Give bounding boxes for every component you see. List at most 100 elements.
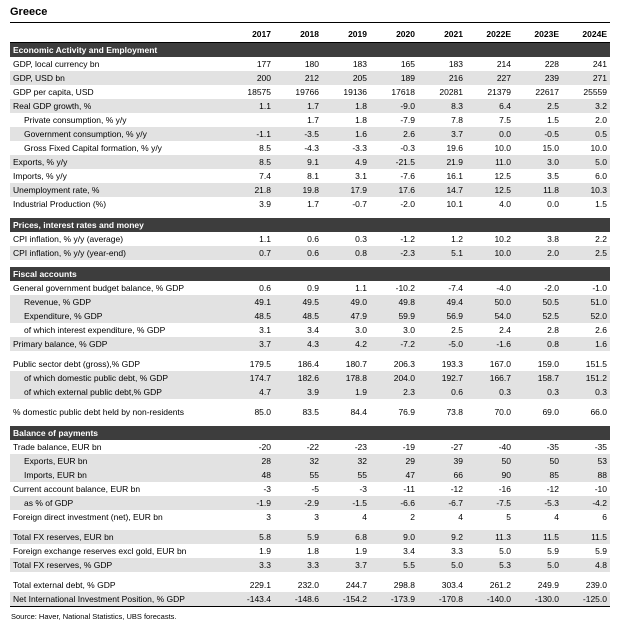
cell-value: 5.9 [307, 532, 319, 542]
cell-value: 4 [458, 512, 463, 522]
cell-value: 0.8 [547, 339, 559, 349]
cell-value: 18575 [247, 87, 271, 97]
cell-value: 11.5 [591, 532, 607, 542]
table-row: as % of GDP -1.9 -2.9 -1.5 -6.6 -6.7 -7.5 -5.3 -… [10, 496, 610, 510]
cell-value: 167.0 [489, 359, 511, 369]
table-row: Imports, % y/y 7.4 8.1 3.1 -7.6 16.1 12.5 3.5 6.… [10, 169, 610, 183]
cell-value: 249.9 [537, 580, 559, 590]
column-header-2018: 2018 [300, 29, 319, 39]
cell-value: -2.0 [544, 283, 559, 293]
table-row: Private consumption, % y/y 1.7 1.8 -7.9 7.8 7… [10, 113, 610, 127]
cell-value: 5.0 [547, 560, 559, 570]
cell-value: 54.0 [494, 311, 511, 321]
cell-value: 59.9 [398, 311, 415, 321]
cell-value: 70.0 [494, 407, 511, 417]
cell-value: 4.7 [259, 387, 271, 397]
cell-value: 25559 [583, 87, 607, 97]
cell-value: 232.0 [297, 580, 319, 590]
cell-value: 15.0 [542, 143, 559, 153]
cell-value: -16 [498, 484, 511, 494]
table-row: Industrial Production (%) 3.9 1.7 -0.7 -2.0 1… [10, 197, 610, 211]
cell-value: -27 [450, 442, 463, 452]
cell-value: 2.0 [547, 248, 559, 258]
row-label: Foreign direct investment (net), EUR bn [13, 512, 163, 522]
cell-value: -5 [311, 484, 319, 494]
cell-value: 32 [309, 456, 319, 466]
cell-value: 3.4 [403, 546, 415, 556]
cell-value: 9.1 [307, 157, 319, 167]
section-gap [10, 419, 610, 426]
cell-value: 5.0 [451, 560, 463, 570]
cell-value: 1.7 [307, 101, 319, 111]
cell-value: 19.8 [302, 185, 319, 195]
cell-value: 3.9 [307, 387, 319, 397]
cell-value: -0.5 [544, 129, 559, 139]
table-row: Total FX reserves, % GDP 3.3 3.3 3.7 5.5 5.0 5… [10, 558, 610, 572]
cell-value: 227 [496, 73, 511, 83]
cell-value: -1.1 [256, 129, 271, 139]
cell-value: -9.0 [400, 101, 415, 111]
row-label: Trade balance, EUR bn [13, 442, 102, 452]
cell-value: -3 [263, 484, 271, 494]
cell-value: 1.8 [355, 115, 367, 125]
cell-value: 17.6 [398, 185, 415, 195]
cell-value: -11 [403, 484, 415, 494]
cell-value: 32 [357, 456, 367, 466]
cell-value: 10.0 [494, 248, 511, 258]
cell-value: 11.3 [495, 532, 511, 542]
cell-value: -7.6 [400, 171, 415, 181]
data-table: Economic Activity and Employment GDP, loc… [10, 43, 610, 606]
cell-value: 66 [453, 470, 463, 480]
cell-value: 88 [597, 470, 607, 480]
cell-value: 2.0 [595, 115, 607, 125]
cell-value: 2.4 [499, 325, 511, 335]
cell-value: 158.7 [537, 373, 559, 383]
cell-value: 0.0 [499, 129, 511, 139]
cell-value: 48.5 [254, 311, 271, 321]
table-row: General government budget balance, % GDP… [10, 281, 610, 295]
cell-value: 159.0 [537, 359, 559, 369]
cell-value: 151.5 [585, 359, 607, 369]
cell-value: 177 [256, 59, 271, 69]
table-row: Revenue, % GDP 49.1 49.5 49.0 49.8 49.4 50.0 50… [10, 295, 610, 309]
cell-value: -130.0 [534, 594, 559, 604]
cell-value: 4.9 [355, 157, 367, 167]
source-note: Source: Haver, National Statistics, UBS … [11, 612, 177, 621]
cell-value: 3.5 [547, 171, 559, 181]
cell-value: 39 [453, 456, 463, 466]
column-header-2020: 2020 [396, 29, 415, 39]
row-label: CPI inflation, % y/y (average) [13, 234, 124, 244]
cell-value: 4 [554, 512, 559, 522]
cell-value: -20 [258, 442, 271, 452]
cell-value: 5.3 [499, 560, 511, 570]
cell-value: -125.0 [582, 594, 607, 604]
cell-value: 66.0 [590, 407, 607, 417]
cell-value: -35 [594, 442, 607, 452]
cell-value: 1.2 [451, 234, 463, 244]
cell-value: 20281 [439, 87, 463, 97]
cell-value: 189 [400, 73, 415, 83]
table-row: Real GDP growth, % 1.1 1.7 1.8 -9.0 8.3 6.4 2.5… [10, 99, 610, 113]
cell-value: 1.1 [259, 234, 271, 244]
cell-value: 0.6 [307, 234, 319, 244]
cell-value: -170.8 [438, 594, 463, 604]
cell-value: 3.7 [355, 560, 367, 570]
cell-value: 4.8 [595, 560, 607, 570]
cell-value: 47 [405, 470, 415, 480]
cell-value: 3.3 [259, 560, 271, 570]
cell-value: -2.0 [400, 199, 415, 209]
section-header: Prices, interest rates and money [10, 218, 610, 232]
cell-value: 2.3 [403, 387, 415, 397]
cell-value: 19136 [343, 87, 367, 97]
bottom-divider [10, 606, 610, 607]
cell-value: -2.3 [400, 248, 415, 258]
table-row: Public sector debt (gross),% GDP 179.5 186… [10, 357, 610, 371]
row-label: Imports, % y/y [13, 171, 67, 181]
cell-value: 3.4 [307, 325, 319, 335]
cell-value: 1.5 [547, 115, 559, 125]
cell-value: 0.8 [355, 248, 367, 258]
cell-value: 1.8 [307, 546, 319, 556]
cell-value: -143.4 [246, 594, 271, 604]
cell-value: 8.1 [307, 171, 319, 181]
cell-value: 174.7 [249, 373, 271, 383]
